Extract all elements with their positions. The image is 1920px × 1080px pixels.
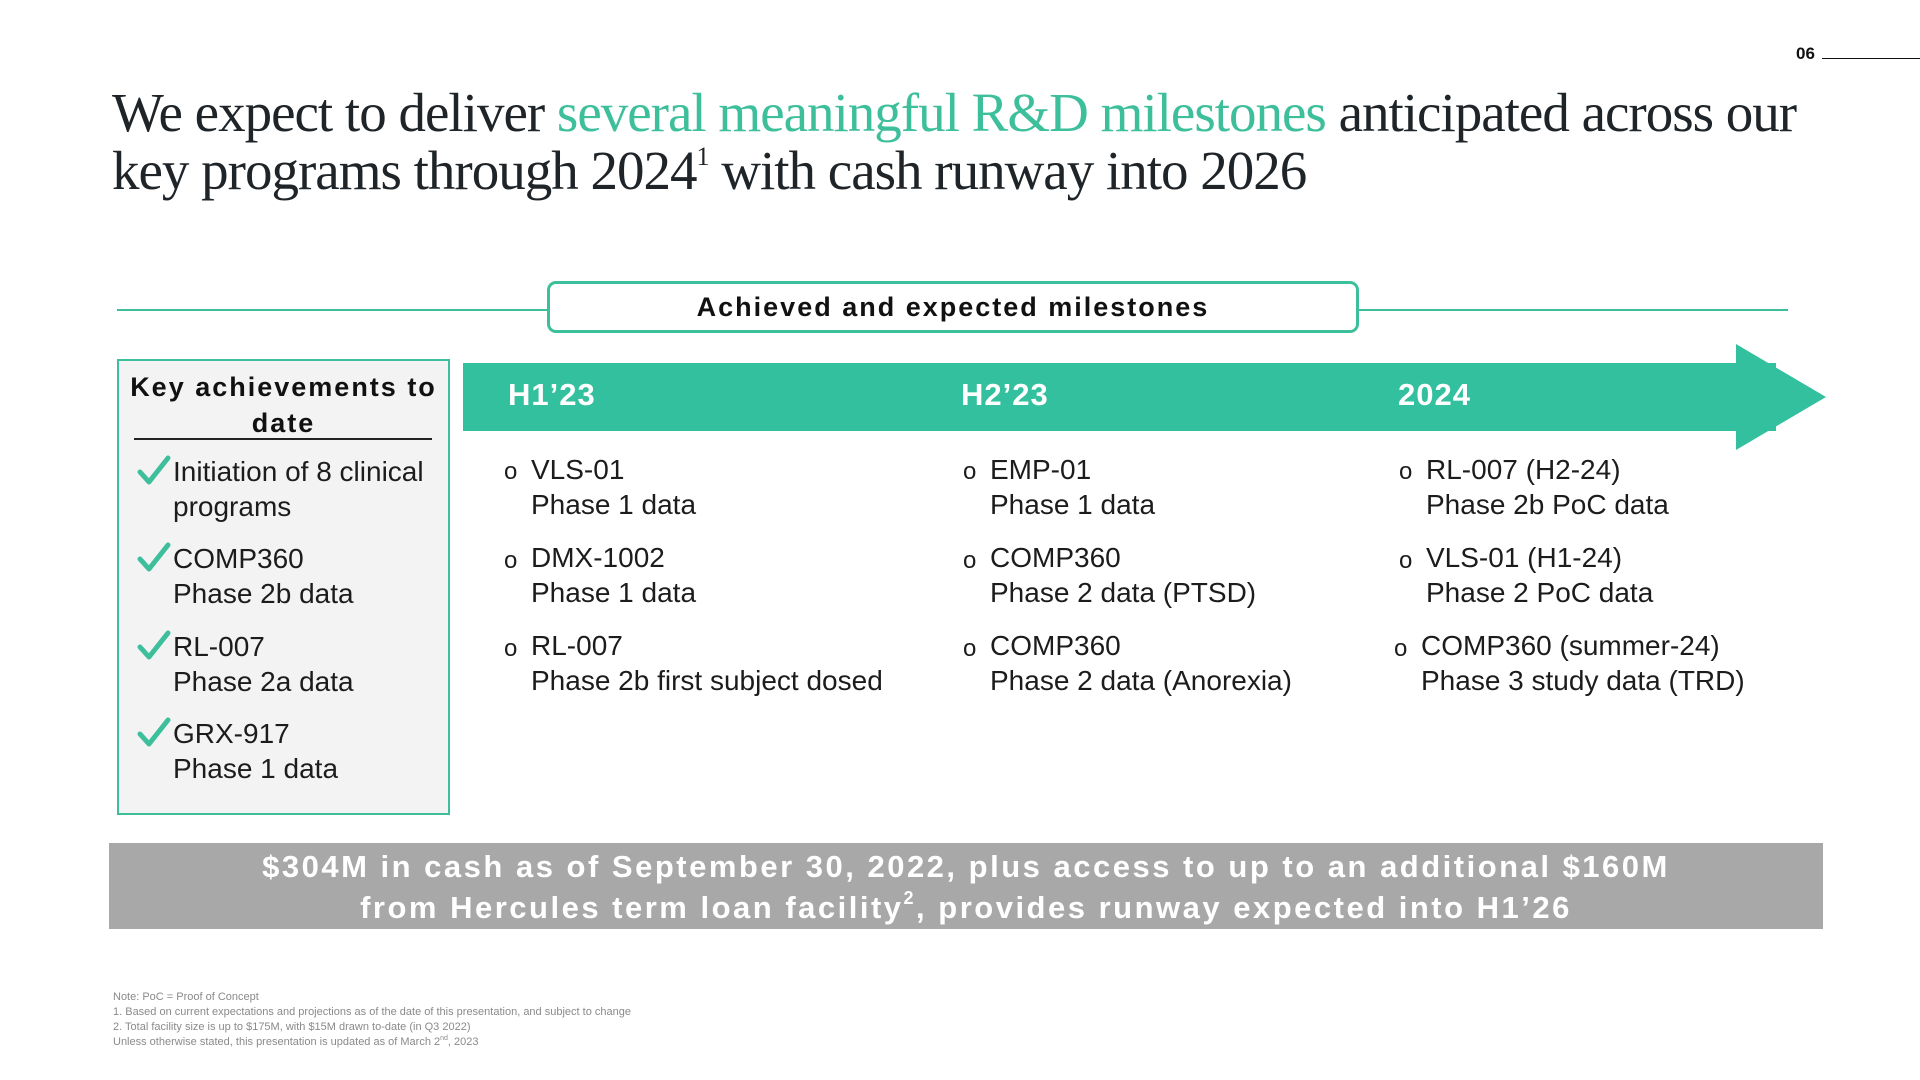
- milestone-program: COMP360: [990, 542, 1121, 573]
- footnote-note: Note: PoC = Proof of Concept: [113, 991, 259, 1003]
- footnote-date: Unless otherwise stated, this presentati…: [113, 1035, 479, 1050]
- achievement-item: Initiation of 8 clinical programs: [119, 454, 448, 526]
- check-icon: [137, 630, 171, 660]
- period-label-h2-23: H2’23: [961, 377, 1049, 412]
- milestone-program: DMX-1002: [531, 542, 665, 573]
- achievement-title: RL-007: [173, 631, 265, 662]
- check-icon: [137, 542, 171, 572]
- title-part3: with cash runway: [708, 140, 1106, 201]
- banner-line-1: $304M in cash as of September 30, 2022, …: [262, 849, 1670, 884]
- title-footnote-ref: 1: [696, 142, 710, 171]
- achievement-title: Initiation of 8 clinical: [173, 456, 424, 487]
- banner-footnote-ref: 2: [903, 888, 917, 908]
- achievement-title: GRX-917: [173, 718, 290, 749]
- milestone-program: VLS-01 (H1-24): [1426, 542, 1623, 573]
- check-icon: [137, 717, 171, 747]
- check-icon: [137, 455, 171, 485]
- footnote-date-text: Unless otherwise stated, this presentati…: [113, 1036, 441, 1048]
- achievement-item: RL-007 Phase 2a data: [119, 629, 448, 701]
- achievement-item: COMP360 Phase 2b data: [119, 541, 448, 613]
- milestone-bullet: o: [963, 547, 977, 574]
- achievement-title: COMP360: [173, 543, 304, 574]
- milestone-program: COMP360: [990, 630, 1121, 661]
- milestone-bullet: o: [963, 635, 977, 662]
- period-label-2024: 2024: [1398, 377, 1471, 412]
- milestone-bullet: o: [963, 458, 977, 485]
- page-title: We expect to deliver several meaningful …: [112, 84, 1832, 200]
- key-achievements-rule: [134, 438, 432, 440]
- milestone-bullet: o: [504, 458, 518, 485]
- banner-line-2: from Hercules term loan facility2, provi…: [109, 887, 1823, 928]
- key-achievements-title: Key achievements to date: [130, 372, 437, 438]
- period-label-h1-23: H1’23: [508, 377, 596, 412]
- milestone-bullet: o: [1399, 547, 1413, 574]
- milestone-bullet: o: [504, 547, 518, 574]
- header-line-left: [117, 309, 549, 311]
- milestone-detail: Phase 2b PoC data: [1426, 489, 1669, 520]
- milestone-program: EMP-01: [990, 454, 1092, 485]
- milestone-program: RL-007 (H2-24): [1426, 454, 1621, 485]
- milestone-detail: Phase 1 data: [531, 489, 697, 520]
- achievement-detail: Phase 2a data: [173, 666, 354, 697]
- milestone-detail: Phase 2 data (Anorexia): [990, 665, 1292, 696]
- milestone-bullet: o: [1394, 635, 1408, 662]
- milestone-detail: Phase 3 study data (TRD): [1421, 665, 1745, 696]
- footnote-1: 1. Based on current expectations and pro…: [113, 1006, 631, 1018]
- milestone-detail: Phase 2b first subject dosed: [531, 665, 883, 696]
- footnote-2: 2. Total facility size is up to $175M, w…: [113, 1021, 471, 1033]
- title-part4: into 2026: [1105, 140, 1307, 201]
- milestone-program: RL-007: [531, 630, 623, 661]
- title-part1: We expect to deliver: [112, 82, 557, 143]
- timeline-arrow-head-icon: [1736, 344, 1826, 450]
- milestone-detail: Phase 2 PoC data: [1426, 577, 1654, 608]
- milestone-program: VLS-01: [531, 454, 625, 485]
- title-part2: anticipated across our key programs thro…: [112, 82, 1797, 201]
- achievement-detail: Phase 1 data: [173, 753, 339, 784]
- page-number-rule: [1822, 58, 1920, 59]
- milestone-program: COMP360 (summer-24): [1421, 630, 1720, 661]
- achievement-detail: programs: [173, 491, 292, 522]
- banner-line-2-end: , provides runway expected into H1’26: [916, 890, 1572, 925]
- milestone-detail: Phase 1 data: [990, 489, 1156, 520]
- timeline-arrow-bar: [463, 363, 1776, 431]
- title-accent: several meaningful R&D milestones: [556, 82, 1327, 143]
- milestone-bullet: o: [1399, 458, 1413, 485]
- cash-runway-banner: $304M in cash as of September 30, 2022, …: [109, 843, 1823, 929]
- milestone-detail: Phase 2 data (PTSD): [990, 577, 1257, 608]
- achievement-detail: Phase 2b data: [173, 578, 354, 609]
- milestone-bullet: o: [504, 635, 518, 662]
- milestone-detail: Phase 1 data: [531, 577, 697, 608]
- footnote-date-end: , 2023: [447, 1036, 479, 1048]
- footnote-date-sup: nd: [440, 1035, 448, 1042]
- achievement-item: GRX-917 Phase 1 data: [119, 716, 448, 788]
- page-number: 06: [1796, 44, 1815, 63]
- section-header: Achieved and expected milestones: [547, 281, 1359, 333]
- key-achievements-box: Key achievements to date Initiation of 8…: [117, 359, 450, 815]
- header-line-right: [1358, 309, 1788, 311]
- banner-line-2-text: from Hercules term loan facility: [360, 890, 904, 925]
